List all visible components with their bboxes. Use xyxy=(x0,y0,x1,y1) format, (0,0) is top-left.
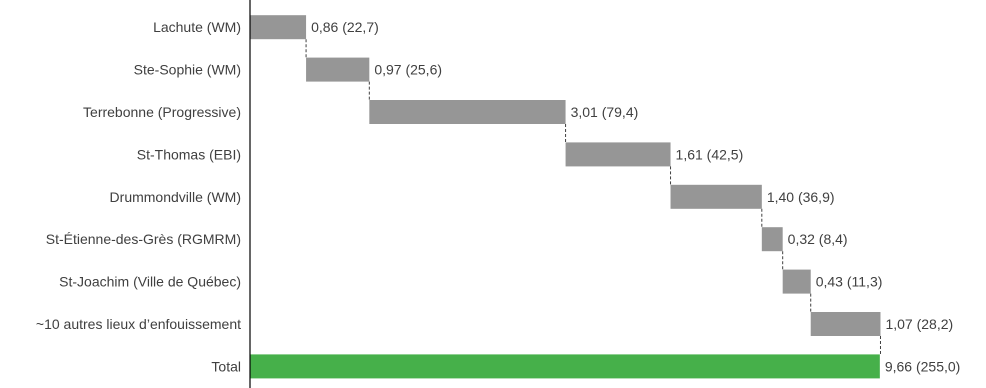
connector-lines xyxy=(305,39,881,355)
bar-st-joachim-ville-de-quebec xyxy=(782,269,811,294)
category-label: Lachute (WM) xyxy=(153,19,241,35)
bar-terrebonne-progressive xyxy=(369,100,566,124)
data-label: 0,43 (11,3) xyxy=(816,274,883,290)
category-label: ~10 autres lieux d’enfouissement xyxy=(36,316,241,332)
data-label: 3,01 (79,4) xyxy=(571,104,639,120)
data-label: 1,61 (42,5) xyxy=(676,146,744,162)
category-label: St-Joachim (Ville de Québec) xyxy=(59,274,241,290)
category-label: Ste-Sophie (WM) xyxy=(134,62,241,78)
bar-drummondville-wm xyxy=(670,184,762,209)
category-label: St-Thomas (EBI) xyxy=(137,146,241,162)
bars-group xyxy=(250,15,881,379)
data-label: 0,32 (8,4) xyxy=(788,231,848,247)
bar-st-etienne-des-gres-rgmrm xyxy=(761,227,783,252)
data-label: 9,66 (255,0) xyxy=(885,358,961,374)
bar-10-autres-lieux-d-enfouissement xyxy=(810,312,881,336)
category-labels: Lachute (WM) Ste-Sophie (WM) Terrebonne (P… xyxy=(36,19,241,374)
category-label: Terrebonne (Progressive) xyxy=(83,104,241,120)
data-label: 1,07 (28,2) xyxy=(885,316,953,332)
bar-lachute-wm xyxy=(250,15,307,40)
bar-ste-sophie-wm xyxy=(306,57,370,82)
data-label: 0,86 (22,7) xyxy=(311,19,379,35)
category-label: Total xyxy=(211,358,241,374)
data-label: 1,40 (36,9) xyxy=(767,189,835,205)
data-labels: 0,86 (22,7) 0,97 (25,6) 3,01 (79,4) 1,61 (4… xyxy=(311,19,960,374)
data-label: 0,97 (25,6) xyxy=(374,62,442,78)
total-bar xyxy=(250,354,880,379)
category-label: St-Étienne-des-Grès (RGMRM) xyxy=(46,231,241,247)
category-label: Drummondville (WM) xyxy=(110,189,241,205)
bar-st-thomas-ebi xyxy=(565,142,671,167)
